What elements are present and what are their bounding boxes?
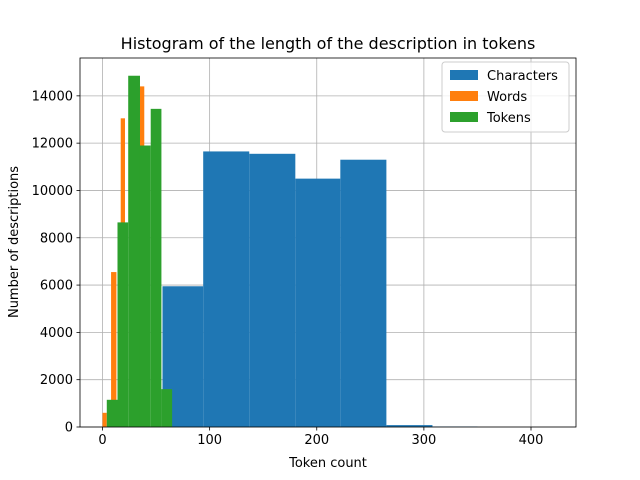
- legend-swatch-words: [450, 91, 478, 101]
- y-tick-label: 6000: [40, 279, 73, 294]
- axes-frame: [79, 57, 577, 428]
- x-tick-label: 0: [98, 433, 106, 448]
- legend: Characters Words Tokens: [441, 61, 570, 133]
- chart-title: Histogram of the length of the descripti…: [121, 34, 536, 53]
- legend-label-tokens: Tokens: [486, 111, 531, 126]
- tick-labels: 0 100 200 300 400020004000600080001000012000…: [32, 89, 544, 448]
- y-tick-label: 14000: [32, 89, 73, 104]
- x-tick-label: 200: [304, 433, 329, 448]
- x-tick-label: 400: [519, 433, 544, 448]
- bar-words: [102, 412, 107, 427]
- bar-characters: [295, 178, 341, 427]
- x-tick-label: 300: [411, 433, 436, 448]
- bar-characters: [340, 159, 387, 427]
- y-tick-label: 12000: [32, 137, 73, 152]
- bar-tokens: [139, 145, 151, 427]
- bar-tokens: [128, 75, 140, 427]
- legend-swatch-tokens: [450, 112, 478, 122]
- bar-tokens: [106, 399, 118, 427]
- histogram-bars: [102, 75, 478, 428]
- y-axis-label: Number of descriptions: [7, 166, 22, 318]
- bar-characters: [386, 425, 433, 427]
- x-tick-label: 100: [197, 433, 222, 448]
- bar-characters: [249, 153, 296, 427]
- axes: [79, 57, 577, 428]
- bar-tokens: [161, 389, 173, 427]
- bar-characters: [203, 151, 250, 428]
- bar-tokens: [150, 108, 162, 427]
- x-axis-label: Token count: [288, 456, 367, 471]
- legend-label-words: Words: [487, 90, 527, 105]
- bar-tokens: [117, 222, 129, 427]
- y-tick-label: 8000: [40, 231, 73, 246]
- bar-words: [111, 272, 117, 427]
- y-tick-label: 2000: [40, 373, 73, 388]
- legend-label-characters: Characters: [487, 69, 558, 84]
- y-tick-label: 10000: [32, 184, 73, 199]
- legend-swatch-characters: [450, 70, 478, 80]
- y-tick-label: 0: [65, 421, 73, 436]
- y-tick-label: 4000: [40, 326, 73, 341]
